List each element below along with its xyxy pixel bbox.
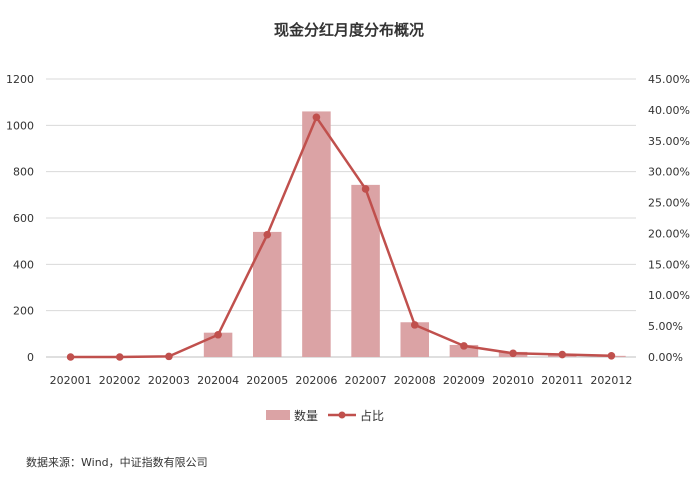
x-axis-ticks: 202001 202002 202003 202004 202005 202006 2020… (50, 374, 633, 387)
x-tick-label: 202012 (590, 374, 632, 387)
x-tick-label: 202010 (492, 374, 534, 387)
legend-bar-swatch (266, 410, 290, 420)
x-tick-label: 202002 (99, 374, 141, 387)
legend-line-label: 占比 (360, 408, 384, 423)
left-tick-label: 600 (13, 212, 34, 225)
line-point-202010 (509, 349, 517, 357)
grid-lines (46, 79, 636, 357)
line-point-202002 (116, 353, 124, 361)
x-tick-label: 202005 (246, 374, 288, 387)
line-series-path (71, 117, 612, 357)
right-tick-label: 25.00% (648, 197, 690, 210)
bar-202007 (351, 185, 380, 357)
legend-line-marker (339, 412, 346, 419)
line-point-202009 (460, 342, 468, 350)
x-tick-label: 202008 (394, 374, 436, 387)
legend: 数量 占比 (266, 408, 384, 423)
right-tick-label: 0.00% (648, 351, 683, 364)
right-tick-label: 5.00% (648, 320, 683, 333)
left-tick-label: 800 (13, 166, 34, 179)
right-tick-label: 10.00% (648, 289, 690, 302)
line-point-202004 (214, 331, 222, 339)
bar-202005 (253, 232, 282, 357)
right-axis-ticks: 0.00% 5.00% 10.00% 15.00% 20.00% 25.00% 30.00%… (648, 73, 690, 364)
line-point-202003 (165, 353, 173, 361)
x-tick-label: 202009 (443, 374, 485, 387)
right-tick-label: 30.00% (648, 166, 690, 179)
line-point-202006 (313, 114, 321, 122)
line-point-202008 (411, 321, 419, 329)
left-tick-label: 1200 (6, 73, 34, 86)
x-tick-label: 202004 (197, 374, 239, 387)
left-tick-label: 0 (27, 351, 34, 364)
left-axis-ticks: 0 200 400 600 800 1000 1200 (6, 73, 34, 364)
line-point-202012 (608, 352, 616, 360)
right-tick-label: 40.00% (648, 104, 690, 117)
x-tick-label: 202011 (541, 374, 583, 387)
legend-bar-label: 数量 (294, 408, 318, 423)
line-series (67, 114, 615, 361)
bar-202006 (302, 111, 331, 357)
left-tick-label: 1000 (6, 119, 34, 132)
chart-title: 现金分红月度分布概况 (274, 21, 424, 39)
right-tick-label: 20.00% (648, 227, 690, 240)
right-tick-label: 15.00% (648, 258, 690, 271)
line-point-202011 (558, 351, 566, 359)
right-tick-label: 45.00% (648, 73, 690, 86)
x-tick-label: 202003 (148, 374, 190, 387)
source-note: 数据来源：Wind，中证指数有限公司 (26, 455, 208, 469)
x-tick-label: 202006 (295, 374, 337, 387)
line-point-202007 (362, 185, 370, 193)
x-tick-label: 202007 (345, 374, 387, 387)
line-point-202005 (263, 231, 271, 239)
left-tick-label: 400 (13, 258, 34, 271)
x-tick-label: 202001 (50, 374, 92, 387)
line-point-202001 (67, 353, 75, 361)
left-tick-label: 200 (13, 305, 34, 318)
right-tick-label: 35.00% (648, 135, 690, 148)
